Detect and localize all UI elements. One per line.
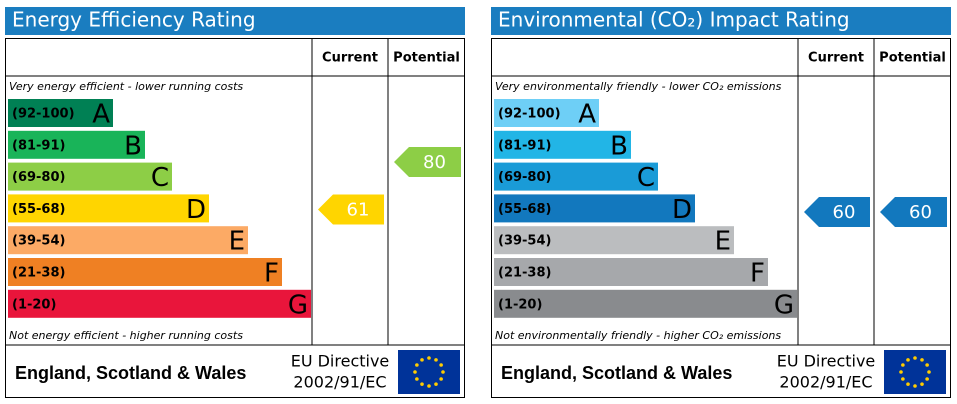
eu-star [925,377,929,381]
band [8,258,282,286]
eu-star [415,363,419,367]
band-letter: G [288,290,308,320]
band [8,194,209,223]
title-bar [491,7,951,35]
eu-star [415,377,419,381]
eu-star [439,363,443,367]
directive: 2002/91/EC [779,373,872,392]
rating-value: 60 [833,202,856,223]
top-note: Very energy efficient - lower running co… [9,80,243,93]
band-range: (69-80) [12,170,65,185]
band-range: (92-100) [498,107,561,122]
title: Energy Efficiency Rating [12,8,256,32]
eu-star [927,370,931,374]
eu-star [925,363,929,367]
band-letter: G [774,290,794,320]
band-range: (1-20) [498,297,542,312]
band-letter: D [672,195,692,225]
band-letter: A [92,100,110,130]
column-header: Potential [879,51,946,66]
band-range: (39-54) [498,234,551,249]
eu-star [441,370,445,374]
footer: England, Scotland & Wales [501,363,732,383]
eu-star [920,358,924,362]
band-letter: F [264,259,279,289]
rating-arrow [880,197,947,227]
eu-star [439,377,443,381]
eu-star [420,358,424,362]
band-letter: F [750,259,765,289]
band [494,258,768,286]
band-range: (81-91) [12,138,65,153]
band-letter: D [186,195,206,225]
eu-star [901,377,905,381]
eu-star [427,384,431,388]
band [8,130,145,159]
band-range: (81-91) [498,138,551,153]
eu-star [906,382,910,386]
eu-star [427,356,431,360]
band-letter: B [124,131,142,161]
rating-arrow [804,197,870,227]
directive: EU Directive [777,352,876,371]
band-range: (39-54) [12,234,65,249]
footer: England, Scotland & Wales [15,363,246,383]
bottom-note: Not environmentally friendly - higher CO… [495,329,781,342]
band-range: (55-68) [12,202,65,217]
band [8,99,113,127]
eu-star [420,382,424,386]
column-header: Current [808,51,864,66]
directive: 2002/91/EC [293,373,386,392]
band-range: (55-68) [498,202,551,217]
rating-value: 80 [423,152,446,173]
rating-arrow [318,194,384,225]
band-letter: C [637,163,655,193]
band-range: (21-38) [12,266,65,281]
frame [491,38,951,398]
eu-star [913,384,917,388]
band-letter: C [151,163,169,193]
column-header: Potential [393,51,460,66]
eu-star [913,356,917,360]
band [494,226,734,255]
eu-star [434,382,438,386]
title-bar [5,7,465,35]
bottom-note: Not energy efficient - higher running co… [9,329,243,342]
column-header: Current [322,51,378,66]
top-note: Very environmentally friendly - lower CO… [495,80,782,93]
band-letter: A [578,100,596,130]
band-range: (1-20) [12,297,56,312]
band-letter: E [229,227,245,257]
rating-arrow [394,147,461,177]
band [8,162,172,191]
band [494,99,599,127]
band-letter: E [715,227,731,257]
band-range: (92-100) [12,107,75,122]
band-letter: B [610,131,628,161]
band-range: (69-80) [498,170,551,185]
eu-star [906,358,910,362]
band [494,289,797,318]
title: Environmental (CO₂) Impact Rating [498,8,850,32]
directive: EU Directive [291,352,390,371]
rating-value: 60 [909,202,932,223]
eu-star [413,370,417,374]
band [494,162,658,191]
frame [5,38,465,398]
band [8,226,248,255]
band [494,194,695,223]
band-range: (21-38) [498,266,551,281]
eu-star [901,363,905,367]
eu-star [920,382,924,386]
eu-star [434,358,438,362]
band [8,289,311,318]
eu-star [899,370,903,374]
band [494,130,631,159]
rating-value: 61 [347,200,370,221]
